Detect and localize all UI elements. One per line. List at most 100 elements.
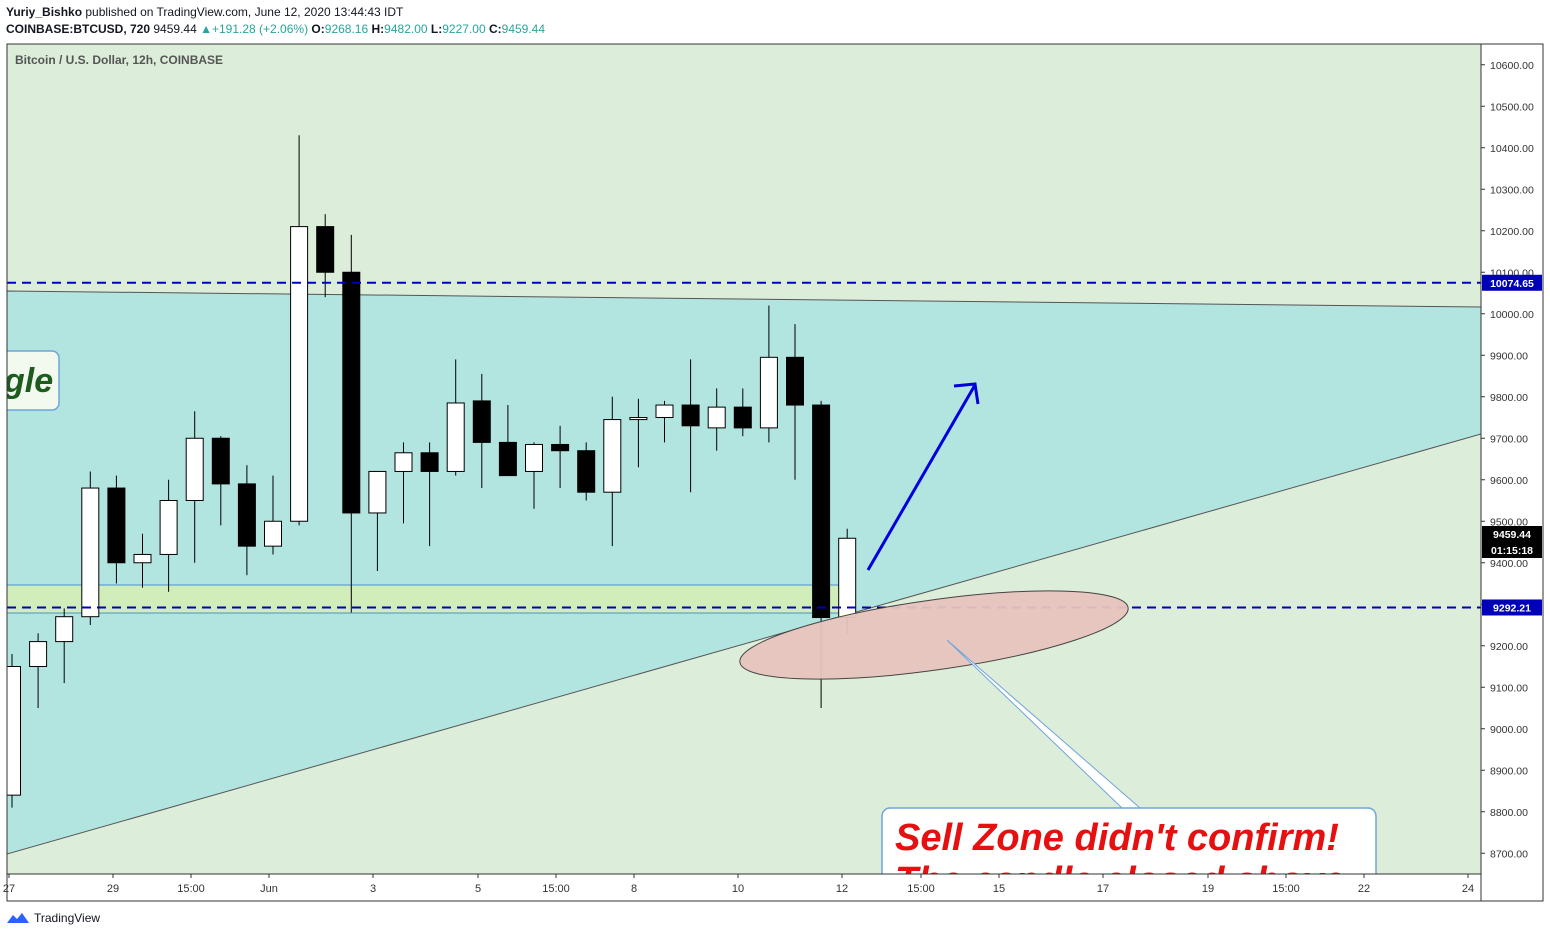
candle-down[interactable] xyxy=(211,437,230,485)
high-value: 9482.00 xyxy=(384,22,428,36)
callout-text-line1: Sell Zone didn't confirm! xyxy=(895,817,1339,859)
candle-up[interactable] xyxy=(629,417,648,421)
x-tick-label: 17 xyxy=(1097,883,1109,895)
support-tag-bg xyxy=(1482,599,1542,616)
candle-up[interactable] xyxy=(603,419,622,493)
candle-down[interactable] xyxy=(733,406,752,429)
candles-group xyxy=(4,135,857,808)
chart-border xyxy=(6,43,1544,902)
y-tick-label: 9500.00 xyxy=(1490,516,1528,528)
current-price-tag-bg xyxy=(1482,526,1542,558)
y-tick-label: 9200.00 xyxy=(1490,641,1528,653)
candle-up[interactable] xyxy=(525,443,543,472)
candle-up[interactable] xyxy=(838,537,857,619)
y-tick-label: 10200.00 xyxy=(1490,226,1534,238)
y-tick-label: 9600.00 xyxy=(1490,475,1528,487)
up-arrow-head xyxy=(953,382,980,405)
support-tag-label: 9292.21 xyxy=(1493,602,1531,614)
last-price: 9459.44 xyxy=(153,22,197,36)
partial-label-text: gle xyxy=(3,362,53,400)
candle-down[interactable] xyxy=(472,400,491,443)
candle-down[interactable] xyxy=(551,443,570,452)
low-label: L: xyxy=(430,22,443,36)
x-tick-label: 5 xyxy=(475,883,481,895)
candle-up[interactable] xyxy=(446,402,465,472)
ohlc-info: COINBASE:BTCUSD, 720 9459.44 ▲+191.28 (+… xyxy=(6,22,545,36)
candle-down[interactable] xyxy=(316,226,335,273)
candle-up[interactable] xyxy=(159,500,178,555)
candle-up[interactable] xyxy=(759,356,778,429)
y-tick-label: 8900.00 xyxy=(1490,765,1528,777)
candle-down[interactable] xyxy=(107,487,126,564)
candle-up[interactable] xyxy=(394,452,413,472)
candle-down[interactable] xyxy=(498,441,517,477)
x-tick-label: 10 xyxy=(732,883,744,895)
x-tick-label: 15:00 xyxy=(542,883,570,895)
candle-down[interactable] xyxy=(420,452,439,472)
candle-down[interactable] xyxy=(786,356,804,406)
candle-up[interactable] xyxy=(185,437,204,501)
price-axis[interactable]: 10600.00 10500.00 10400.00 10300.00 10200.00… xyxy=(1481,60,1534,861)
x-tick-label: 15:00 xyxy=(1272,883,1300,895)
y-tick-label: 9700.00 xyxy=(1490,433,1528,445)
candle-down[interactable] xyxy=(577,450,596,493)
up-arrow-line xyxy=(866,384,977,571)
time-axis[interactable]: 27 29 15:00 Jun 3 5 15:00 8 10 12 15:00 15 17 19 15:00… xyxy=(3,874,1474,895)
x-tick-label: 27 xyxy=(3,883,15,895)
candle-up[interactable] xyxy=(4,666,21,796)
y-tick-label: 9100.00 xyxy=(1490,682,1528,694)
candle-down[interactable] xyxy=(681,404,700,427)
candle-up[interactable] xyxy=(29,641,48,667)
price-change: +191.28 (+2.06%) xyxy=(212,22,309,36)
y-tick-label: 9400.00 xyxy=(1490,558,1528,570)
y-tick-label: 8700.00 xyxy=(1490,848,1528,860)
x-tick-label: 22 xyxy=(1358,883,1370,895)
symbol-label: COINBASE:BTCUSD, 720 xyxy=(6,22,151,36)
sell-zone-ellipse xyxy=(739,590,1129,680)
candle-up[interactable] xyxy=(55,616,74,643)
author-name[interactable]: Yuriy_Bishko xyxy=(6,5,83,19)
x-tick-label: 12 xyxy=(836,883,848,895)
y-tick-label: 9000.00 xyxy=(1490,724,1528,736)
x-tick-label: 15:00 xyxy=(907,883,935,895)
candle-up[interactable] xyxy=(707,406,726,429)
candle-up[interactable] xyxy=(264,520,282,547)
close-value: 9459.44 xyxy=(501,22,546,36)
chart-title: Bitcoin / U.S. Dollar, 12h, COINBASE xyxy=(15,53,223,67)
candle-down[interactable] xyxy=(342,271,361,514)
tradingview-logo-icon xyxy=(7,913,29,923)
candle-up[interactable] xyxy=(368,470,387,514)
x-tick-label: 29 xyxy=(107,883,119,895)
candle-up[interactable] xyxy=(81,487,100,618)
callout-box: Sell Zone didn't confirm! The candle clo… xyxy=(881,639,1377,902)
close-label: C: xyxy=(488,22,502,36)
partial-label-box: gle xyxy=(3,350,60,411)
candle-up[interactable] xyxy=(133,553,152,564)
candle-up[interactable] xyxy=(290,226,309,522)
y-tick-label: 10600.00 xyxy=(1490,60,1534,72)
triangle-pattern xyxy=(7,290,1481,855)
candle-down[interactable] xyxy=(237,483,256,547)
y-tick-label: 8800.00 xyxy=(1490,807,1528,819)
candle-up[interactable] xyxy=(655,404,674,418)
callout-text-line2: The candle closed above xyxy=(895,860,1345,902)
x-tick-label: 15 xyxy=(993,883,1005,895)
publish-info: Yuriy_Bishko published on TradingView.co… xyxy=(6,5,403,19)
current-price-tag: 9459.44 01:15:18 xyxy=(1482,526,1542,558)
y-tick-label: 10300.00 xyxy=(1490,184,1534,196)
y-tick-label: 10400.00 xyxy=(1490,143,1534,155)
candle-down[interactable] xyxy=(812,404,831,619)
plot-area[interactable]: gle Sell Zone didn't confirm! The candle… xyxy=(0,44,1481,928)
y-tick-label: 9900.00 xyxy=(1490,350,1528,362)
price-tag-support: 9292.21 xyxy=(1482,599,1542,616)
x-tick-label: Jun xyxy=(260,883,278,895)
open-value: 9268.16 xyxy=(324,22,369,36)
footer[interactable]: TradingView xyxy=(6,910,100,926)
high-label: H: xyxy=(371,22,385,36)
open-label: O: xyxy=(311,22,325,36)
y-tick-label: 10000.00 xyxy=(1490,309,1534,321)
countdown-label: 01:15:18 xyxy=(1491,545,1533,557)
x-tick-label: 19 xyxy=(1202,883,1214,895)
callout-rect xyxy=(881,807,1377,874)
